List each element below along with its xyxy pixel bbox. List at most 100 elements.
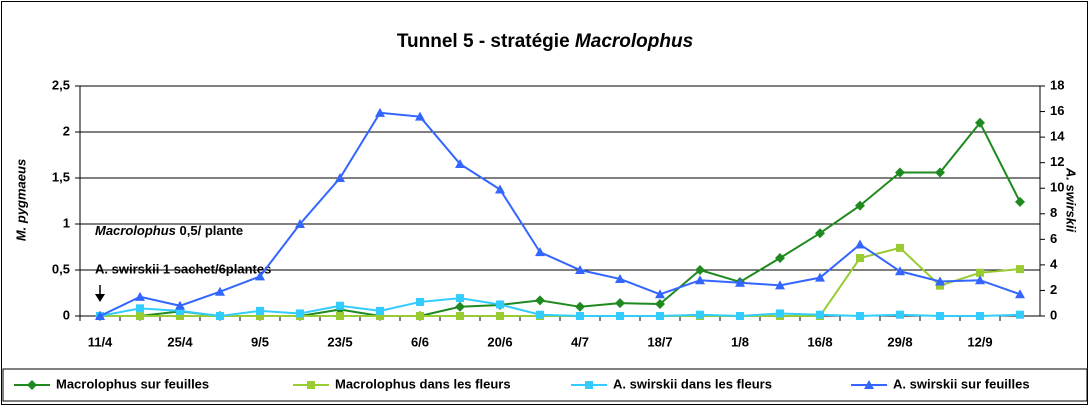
y2-tick-label: 12 xyxy=(1050,154,1064,169)
x-tick-label: 12/9 xyxy=(967,334,992,349)
point xyxy=(775,280,785,290)
point xyxy=(616,312,624,320)
x-tick-label: 6/6 xyxy=(411,334,429,349)
legend-marker xyxy=(585,381,593,389)
point xyxy=(496,300,504,309)
point xyxy=(256,306,264,315)
x-tick-label: 23/5 xyxy=(327,334,352,349)
point xyxy=(456,312,464,320)
point xyxy=(815,272,825,282)
point xyxy=(536,310,544,319)
point xyxy=(975,117,985,128)
point xyxy=(456,294,464,303)
point xyxy=(216,312,224,320)
point xyxy=(535,247,545,257)
y-tick-label: 1,5 xyxy=(52,169,70,184)
point xyxy=(176,312,184,320)
annotation-emphasis: Macrolophus xyxy=(95,223,176,238)
x-tick-label: 20/6 xyxy=(487,334,512,349)
legend-label: Macrolophus sur feuilles xyxy=(56,376,209,391)
point xyxy=(335,173,345,182)
point xyxy=(175,300,185,310)
x-tick-label: 16/8 xyxy=(807,334,832,349)
point xyxy=(655,299,665,310)
point xyxy=(615,273,625,283)
x-tick-label: 4/7 xyxy=(571,334,589,349)
annotation-arrow-head xyxy=(95,294,105,302)
y2-tick-label: 16 xyxy=(1050,103,1064,118)
annotation: Macrolophus 0,5/ plante xyxy=(95,223,243,238)
point xyxy=(575,265,585,274)
y2-axis-label: A. swirskii xyxy=(1064,167,1079,233)
point xyxy=(816,310,824,319)
point xyxy=(535,295,545,306)
point xyxy=(575,301,585,312)
point xyxy=(416,312,424,320)
legend-marker xyxy=(864,380,874,389)
point xyxy=(255,271,265,281)
legend-box xyxy=(2,368,1088,402)
y2-tick-label: 2 xyxy=(1050,282,1057,297)
point xyxy=(856,254,864,263)
y-tick-label: 2,5 xyxy=(52,77,70,92)
point xyxy=(896,310,904,319)
point xyxy=(495,184,505,194)
point xyxy=(1016,265,1024,274)
legend-label: A. swirskii dans les fleurs xyxy=(613,376,772,391)
point xyxy=(136,312,144,320)
point xyxy=(895,167,905,178)
point xyxy=(815,228,825,239)
point xyxy=(936,312,944,320)
y2-tick-label: 18 xyxy=(1050,77,1064,92)
legend-marker xyxy=(307,381,315,389)
point xyxy=(975,275,985,285)
point xyxy=(295,219,305,228)
x-tick-label: 1/8 xyxy=(731,334,749,349)
legend-label: A. swirskii sur feuilles xyxy=(893,376,1030,391)
x-tick-label: 18/7 xyxy=(647,334,672,349)
point xyxy=(296,309,304,318)
point xyxy=(776,309,784,318)
point xyxy=(336,312,344,320)
point xyxy=(976,268,984,277)
x-tick-label: 29/8 xyxy=(887,334,912,349)
series-line xyxy=(99,297,1021,318)
y-tick-label: 0,5 xyxy=(52,261,70,276)
point xyxy=(855,200,865,211)
point xyxy=(656,312,664,320)
chart-title: Tunnel 5 - stratégie Macrolophus xyxy=(397,31,693,52)
point xyxy=(416,297,424,306)
x-tick-label: 9/5 xyxy=(251,334,269,349)
point xyxy=(375,107,385,117)
point xyxy=(1015,196,1025,207)
point xyxy=(376,312,384,320)
point xyxy=(936,281,944,290)
title-emphasis: Macrolophus xyxy=(575,31,693,52)
point xyxy=(496,312,504,320)
point xyxy=(95,311,105,320)
point xyxy=(895,266,905,276)
y-axis-label: M. pygmaeus xyxy=(13,159,28,241)
y-tick-label: 1 xyxy=(63,215,70,230)
series-line xyxy=(99,111,1021,317)
x-tick-label: 11/4 xyxy=(88,334,113,349)
legend-marker xyxy=(27,380,37,390)
title-text: Tunnel 5 - stratégie xyxy=(397,31,570,52)
point xyxy=(615,298,625,309)
point xyxy=(856,312,864,320)
y2-tick-label: 4 xyxy=(1050,256,1058,271)
point xyxy=(1015,289,1025,299)
point xyxy=(415,111,425,121)
x-tick-label: 25/4 xyxy=(167,334,193,349)
point xyxy=(775,253,785,264)
point xyxy=(376,306,384,315)
y2-tick-label: 14 xyxy=(1050,129,1065,144)
point xyxy=(135,291,145,301)
point xyxy=(855,239,865,249)
point xyxy=(136,304,144,313)
y-tick-label: 0 xyxy=(63,307,70,322)
point xyxy=(695,265,705,275)
y2-tick-label: 8 xyxy=(1050,205,1057,220)
